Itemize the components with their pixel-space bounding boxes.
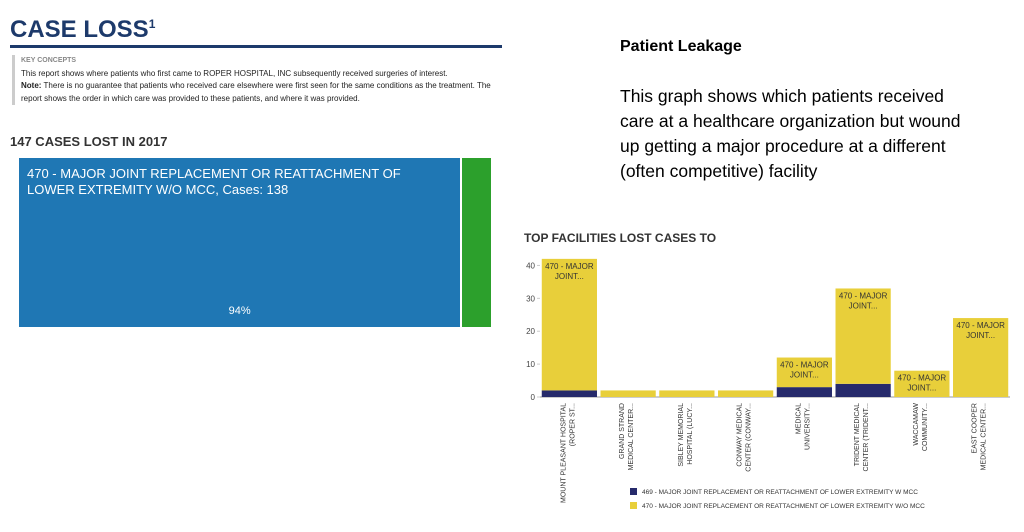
- bar-label-line: JOINT...: [907, 384, 936, 393]
- x-tick-line: MEDICAL CENTER...: [981, 403, 988, 470]
- x-tick-line: MOUNT PLEASANT HOSPITAL: [560, 403, 567, 503]
- bar-label-line: 470 - MAJOR: [545, 262, 594, 271]
- bar-segment: [894, 370, 950, 397]
- bar-label: 470 - MAJOR JOINT...: [956, 321, 1005, 340]
- bar-segment: [776, 357, 832, 388]
- title-rule: [10, 45, 502, 48]
- x-tick-label: GRAND STRAND MEDICAL CENTER...: [619, 403, 635, 470]
- treemap: 470 - MAJOR JOINT REPLACEMENT OR REATTAC…: [18, 157, 492, 328]
- x-tick-line: SIBLEY MEMORIAL: [678, 403, 685, 467]
- bar-label-line: 470 - MAJOR: [780, 361, 829, 370]
- y-tick-label: 30: [526, 294, 535, 303]
- bar-label-line: JOINT...: [790, 371, 819, 380]
- x-tick-line: MEDICAL CENTER...: [628, 403, 635, 470]
- bar-label-line: 470 - MAJOR: [956, 321, 1005, 330]
- report-title: CASE LOSS1: [10, 16, 155, 44]
- bar-segment: [718, 390, 774, 397]
- x-tick-line: TRIDENT MEDICAL: [854, 403, 861, 466]
- x-tick-line: WACCAMAW: [913, 403, 920, 446]
- x-tick-line: MEDICAL: [795, 403, 802, 434]
- bar-label-line: JOINT...: [966, 331, 995, 340]
- x-tick-line: HOSPITAL (LUCY...: [687, 403, 694, 465]
- bar-label-line: 470 - MAJOR: [839, 291, 888, 300]
- y-tick-label: 40: [526, 261, 535, 270]
- x-tick-line: (ROPER ST...: [569, 403, 576, 446]
- x-tick-label: MEDICAL UNIVERSITY...: [795, 403, 811, 450]
- bar-label-line: JOINT...: [849, 301, 878, 310]
- x-tick-line: CENTER (CONWAY...: [746, 403, 753, 472]
- x-tick-line: COMMUNITY...: [922, 403, 929, 451]
- bar-label: 470 - MAJOR JOINT...: [839, 291, 888, 310]
- x-tick-label: EAST COOPER MEDICAL CENTER...: [972, 403, 988, 470]
- x-tick-label: SIBLEY MEMORIAL HOSPITAL (LUCY...: [678, 403, 694, 467]
- y-tick-label: 10: [526, 360, 535, 369]
- x-tick-line: GRAND STRAND: [619, 403, 626, 459]
- bar-segment: [600, 390, 656, 397]
- cell-value: 94%: [228, 305, 251, 317]
- x-tick-line: EAST COOPER: [972, 403, 979, 453]
- bar-label-line: JOINT...: [555, 272, 584, 281]
- y-tick-label: 20: [526, 327, 535, 336]
- title-note: 1: [148, 17, 156, 31]
- bar-segment: [541, 390, 597, 397]
- bar-segment: [659, 390, 715, 397]
- legend-label: 470 - MAJOR JOINT REPLACEMENT OR REATTAC…: [642, 503, 925, 510]
- bar-segment: [541, 258, 597, 391]
- legend-swatch: [630, 488, 637, 495]
- x-tick-line: UNIVERSITY...: [804, 403, 811, 450]
- concepts-text: This report shows where patients who fir…: [21, 68, 448, 78]
- x-tick-label: WACCAMAW COMMUNITY...: [913, 403, 929, 451]
- treemap-cell: 470 - MAJOR JOINT REPLACEMENT OR REATTAC…: [18, 157, 462, 328]
- bar-segment: [835, 288, 891, 384]
- bar-label-line: 470 - MAJOR: [898, 374, 947, 383]
- y-tick-label: 0: [531, 393, 536, 402]
- bar-segment: [953, 318, 1009, 397]
- concepts-heading: KEY CONCEPTS: [21, 57, 77, 64]
- treemap-cell: [461, 157, 492, 328]
- title-text: CASE LOSS: [10, 16, 149, 43]
- x-tick-line: CENTER (TRIDENT...: [863, 403, 870, 472]
- x-tick-label: MOUNT PLEASANT HOSPITAL (ROPER ST...: [560, 403, 576, 503]
- legend-label: 469 - MAJOR JOINT REPLACEMENT OR REATTAC…: [642, 489, 918, 496]
- bar-label: 470 - MAJOR JOINT...: [898, 374, 947, 393]
- cell-label: 470 - MAJOR JOINT REPLACEMENT OR REATTAC…: [27, 166, 401, 197]
- x-tick-line: CONWAY MEDICAL: [737, 403, 744, 467]
- report-subtitle: 147 CASES LOST IN 2017: [10, 134, 168, 149]
- note: Note: There is no guarantee that patient…: [21, 80, 491, 105]
- bar-label: 470 - MAJOR JOINT...: [780, 361, 829, 380]
- bar-segment: [776, 387, 832, 397]
- x-tick-label: CONWAY MEDICAL CENTER (CONWAY...: [737, 403, 753, 472]
- slide-heading: Patient Leakage: [620, 38, 742, 55]
- chart-title: TOP FACILITIES LOST CASES TO: [524, 231, 716, 245]
- bar-label: 470 - MAJOR JOINT...: [545, 262, 594, 281]
- note-text: There is no guarantee that patients who …: [21, 81, 491, 103]
- x-tick-label: TRIDENT MEDICAL CENTER (TRIDENT...: [854, 403, 870, 472]
- note-label: Note:: [21, 81, 42, 90]
- slide-text: This graph shows which patients received…: [620, 86, 961, 181]
- bar-segment: [835, 383, 891, 397]
- legend-swatch: [630, 502, 637, 509]
- key-concepts: KEY CONCEPTS This report shows where pat…: [12, 55, 491, 105]
